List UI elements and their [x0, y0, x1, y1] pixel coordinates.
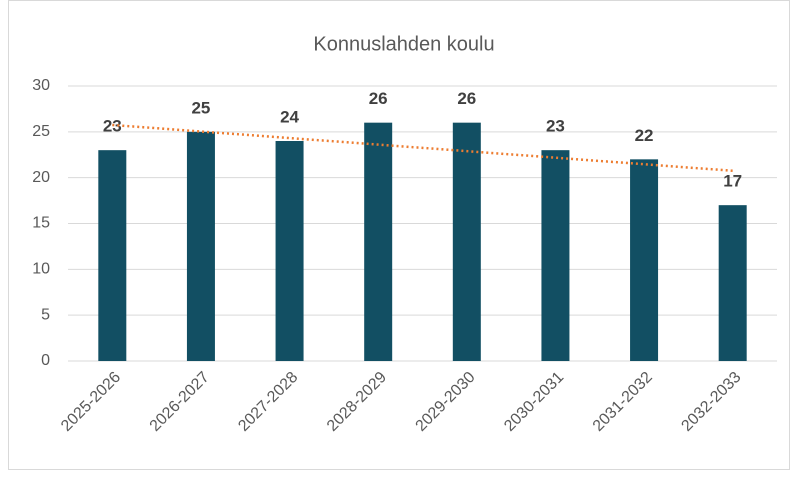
y-tick-label: 25: [32, 123, 50, 140]
y-tick-label: 15: [32, 215, 50, 232]
chart-border: [8, 0, 790, 470]
bar: [186, 131, 215, 361]
chart-title: Konnuslahden koulu: [313, 33, 494, 55]
y-tick-label: 5: [41, 306, 50, 323]
data-label: 26: [369, 89, 388, 108]
bar: [98, 150, 127, 361]
bar: [630, 159, 659, 361]
y-tick-label: 0: [41, 352, 50, 369]
data-label: 22: [635, 126, 654, 145]
data-label: 23: [546, 117, 565, 136]
bar: [452, 122, 481, 362]
data-label: 26: [457, 89, 476, 108]
y-tick-label: 20: [32, 169, 50, 186]
y-tick-label: 30: [32, 77, 50, 94]
trendline: [112, 123, 733, 173]
data-label: 24: [280, 107, 299, 126]
data-label: 17: [723, 172, 742, 191]
data-label: 25: [191, 98, 210, 117]
bar: [275, 141, 304, 361]
bar: [718, 205, 747, 361]
bar: [364, 122, 393, 362]
y-tick-label: 10: [32, 261, 50, 278]
bar: [541, 150, 570, 361]
